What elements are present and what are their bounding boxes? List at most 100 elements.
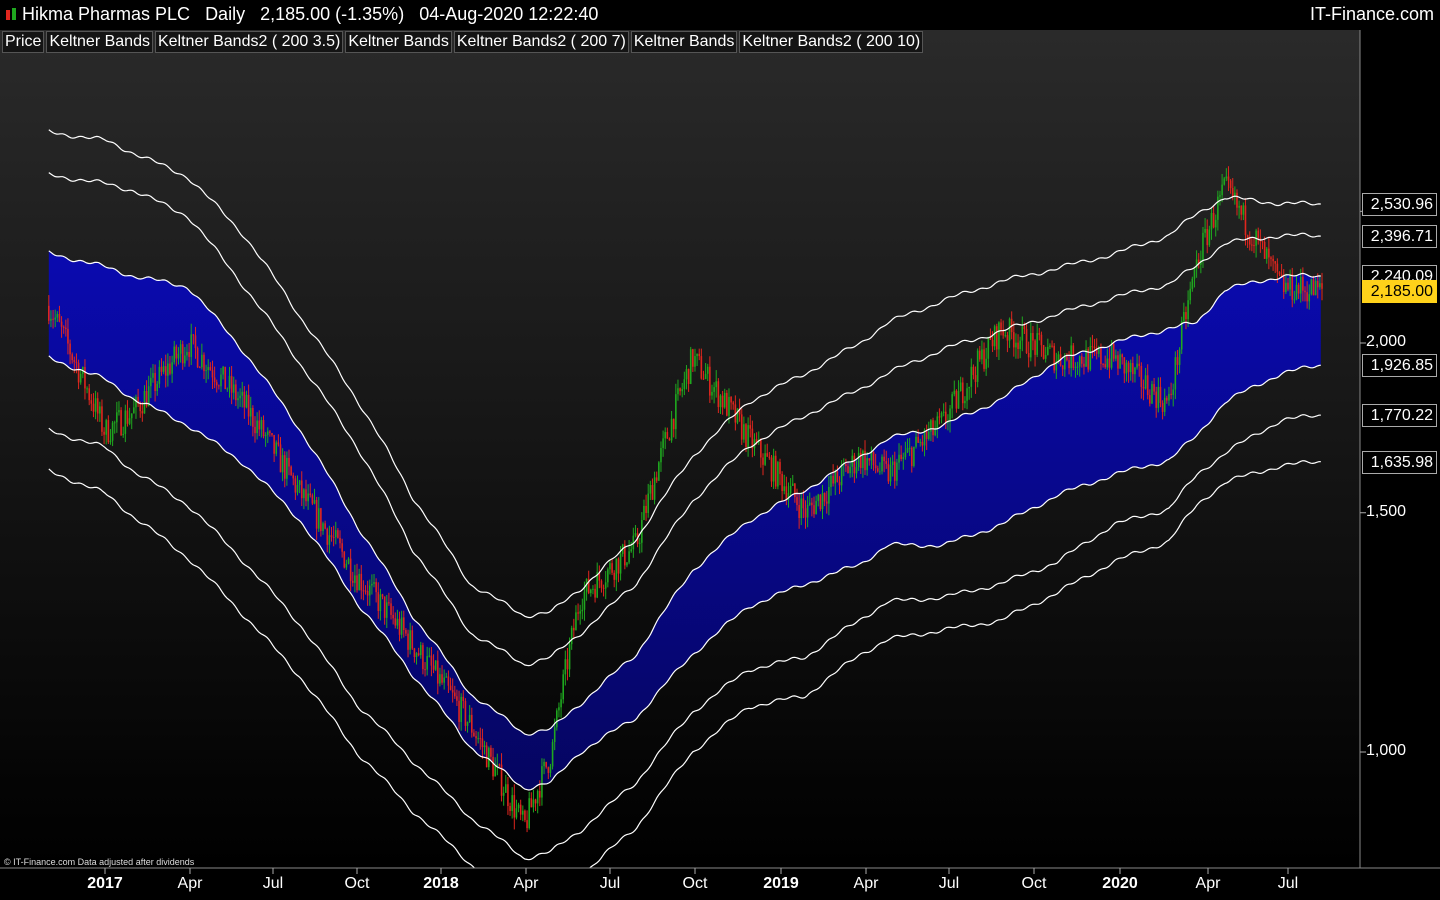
candle-body (789, 485, 792, 494)
candle-body (141, 411, 144, 414)
candle-body (345, 563, 348, 568)
candle-body (694, 356, 696, 367)
candle-body (237, 398, 239, 401)
candle-body (1248, 237, 1251, 245)
legend-item-keltner-3[interactable]: Keltner Bands (630, 31, 738, 53)
candle-body (617, 558, 620, 574)
candle-body (672, 418, 675, 430)
candle-body (462, 696, 465, 702)
keltner-lower-line-2 (48, 355, 1321, 791)
keltner-upper-line-1 (48, 172, 1321, 667)
candle-body (162, 366, 165, 372)
legend-item-keltner2-10[interactable]: Keltner Bands2 ( 200 10) (739, 31, 924, 53)
candle-body (556, 710, 558, 728)
candle-body (1070, 345, 1072, 369)
candle-body (1144, 375, 1147, 389)
candle-body (921, 441, 924, 446)
candle-body (1053, 345, 1055, 371)
candle-body (726, 392, 728, 416)
candle-body (721, 395, 724, 408)
candle-body (1270, 257, 1272, 259)
candle-body (974, 375, 977, 382)
candle-body (464, 701, 467, 726)
candle-body (692, 349, 694, 367)
candle-body (836, 471, 839, 483)
candle-body (1121, 354, 1124, 358)
candle-body (86, 388, 88, 390)
candle-body (1189, 288, 1192, 301)
legend-item-keltner2-3-5[interactable]: Keltner Bands2 ( 200 3.5) (154, 31, 344, 53)
candle-body (101, 406, 103, 432)
candle-body (1236, 192, 1238, 208)
candle-body (781, 473, 783, 492)
candle-body (587, 578, 590, 594)
candle-body (1115, 355, 1117, 359)
candle-body (1208, 229, 1211, 246)
keltner-lower-line-0 (48, 460, 1321, 868)
candle-body (290, 466, 292, 476)
candle-body (349, 558, 352, 581)
candle-body (577, 612, 579, 614)
candle-body (745, 424, 747, 447)
candle-body (1042, 345, 1045, 359)
candle-body (1227, 176, 1230, 181)
candle-body (103, 431, 105, 435)
candle-body (1106, 358, 1109, 368)
candle-body (209, 367, 212, 371)
candle-body (426, 656, 428, 670)
candle-body (252, 407, 254, 427)
candle-body (649, 485, 652, 494)
candle-body (1268, 248, 1270, 258)
legend-item-keltner2-7[interactable]: Keltner Bands2 ( 200 7) (453, 31, 629, 53)
candle-body (1000, 322, 1002, 330)
candle-body (643, 505, 645, 521)
candle-body (269, 431, 271, 434)
candle-body (972, 366, 975, 376)
candle-body (651, 485, 654, 500)
x-tick-label: Jul (599, 875, 621, 892)
candle-body (628, 551, 630, 563)
candle-body (92, 403, 95, 412)
candle-body (634, 533, 637, 536)
candle-body (600, 580, 603, 588)
candle-body (1030, 333, 1032, 358)
chart-logo-icon (6, 8, 16, 20)
candle-body (1015, 342, 1017, 348)
candle-body (1212, 212, 1215, 228)
candle-body (1200, 260, 1202, 265)
legend-item-keltner-1[interactable]: Keltner Bands (46, 31, 153, 53)
candle-body (1297, 284, 1300, 294)
candle-body (819, 494, 822, 510)
candle-body (1291, 274, 1294, 300)
keltner-lower-line-1 (48, 414, 1321, 861)
candle-body (147, 386, 150, 407)
band-fill-inner (48, 250, 1321, 791)
x-tick-label: Jul (938, 875, 960, 892)
candle-body (411, 630, 414, 649)
candle-body (717, 381, 720, 408)
candle-body (1032, 333, 1034, 341)
candle-body (228, 376, 231, 389)
candle-body (804, 508, 807, 518)
candle-body (213, 377, 216, 383)
candle-body (1246, 235, 1249, 238)
candle-body (581, 609, 584, 612)
candle-body (645, 505, 647, 513)
legend-item-keltner-2[interactable]: Keltner Bands (345, 31, 452, 53)
candle-body (281, 455, 284, 473)
candle-body (734, 404, 737, 423)
candle-body (751, 428, 754, 449)
candle-body (235, 384, 237, 401)
candle-body (902, 457, 905, 459)
legend-item-price[interactable]: Price (2, 31, 45, 53)
candle-body (109, 440, 112, 443)
candle-body (135, 396, 137, 408)
candle-body (783, 486, 786, 492)
candle-body (1229, 180, 1232, 189)
candle-body (171, 362, 173, 374)
candle-body (1006, 335, 1009, 341)
candle-body (292, 475, 295, 479)
candle-body (116, 412, 118, 423)
candle-body (630, 549, 633, 552)
